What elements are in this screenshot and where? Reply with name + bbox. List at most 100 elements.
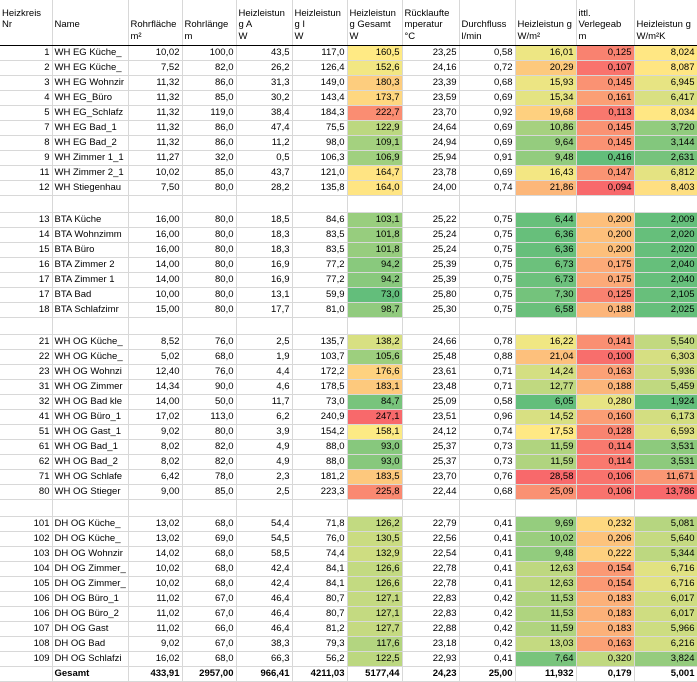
cell-nr[interactable]: 51 (0, 424, 53, 440)
cell-name[interactable]: WH Stiegenhau (52, 180, 129, 196)
cell-heizleistung-m2k[interactable]: 3,531 (634, 439, 697, 455)
cell-rohrlaenge[interactable]: 50,0 (182, 394, 237, 410)
cell-name[interactable]: WH OG Bad kle (52, 394, 129, 410)
cell-rohrflaeche[interactable]: 11,32 (128, 90, 183, 106)
empty-cell[interactable] (576, 195, 635, 213)
cell-rohrflaeche[interactable]: 9,02 (128, 424, 183, 440)
cell-rohrflaeche[interactable]: 11,27 (128, 150, 183, 166)
cell-name[interactable]: BTA Zimmer 2 (52, 257, 129, 273)
cell-heizleistung-a[interactable]: 2,5 (236, 334, 293, 350)
cell-rohrlaenge[interactable]: 90,0 (182, 379, 237, 395)
cell-name[interactable]: DH OG Schlafzi (52, 651, 129, 667)
cell-heizleistung-a[interactable]: 1,9 (236, 349, 293, 365)
cell-rohrlaenge[interactable]: 80,0 (182, 272, 237, 288)
cell-rohrflaeche[interactable]: 13,02 (128, 516, 183, 532)
cell-heizleistung-gesamt[interactable]: 130,5 (347, 531, 403, 547)
cell-heizleistung-m2[interactable]: 16,43 (515, 165, 577, 181)
cell-heizleistung-m2k[interactable]: 2,025 (634, 302, 697, 318)
cell-rohrflaeche[interactable]: 16,02 (128, 651, 183, 667)
cell-heizleistung-i[interactable]: 135,7 (292, 334, 348, 350)
cell-heizleistung-m2k[interactable]: 6,945 (634, 75, 697, 91)
cell-heizleistung-gesamt[interactable]: 94,2 (347, 257, 403, 273)
cell-name[interactable]: WH EG Bad_2 (52, 135, 129, 151)
cell-heizleistung-m2[interactable]: 28,58 (515, 469, 577, 485)
cell-rohrlaenge[interactable]: 66,0 (182, 621, 237, 637)
cell-durchfluss[interactable]: 0,71 (459, 379, 516, 395)
cell-nr[interactable]: 80 (0, 484, 53, 500)
empty-cell[interactable] (0, 317, 53, 335)
cell-nr[interactable]: 101 (0, 516, 53, 532)
empty-cell[interactable] (182, 317, 237, 335)
cell-rohrflaeche[interactable]: 12,40 (128, 364, 183, 380)
cell-heizleistung-m2[interactable]: 9,64 (515, 135, 577, 151)
cell-rohrlaenge[interactable]: 86,0 (182, 135, 237, 151)
cell-rohrflaeche[interactable]: 11,02 (128, 621, 183, 637)
cell-heizleistung-i[interactable]: 98,0 (292, 135, 348, 151)
cell-heizleistung-m2k[interactable]: 5,936 (634, 364, 697, 380)
cell-verlegeabstand[interactable]: 0,113 (576, 105, 635, 121)
cell-heizleistung-gesamt[interactable]: 93,0 (347, 454, 403, 470)
cell-heizleistung-m2k[interactable]: 5,540 (634, 334, 697, 350)
cell-name[interactable]: BTA Zimmer 1 (52, 272, 129, 288)
cell-heizleistung-m2[interactable]: 15,93 (515, 75, 577, 91)
cell-nr[interactable]: 103 (0, 546, 53, 562)
cell-heizleistung-gesamt[interactable]: 126,6 (347, 561, 403, 577)
cell-heizleistung-a[interactable]: 30,2 (236, 90, 293, 106)
cell-heizleistung-a[interactable]: 46,4 (236, 621, 293, 637)
cell-durchfluss[interactable]: 0,68 (459, 75, 516, 91)
unit-ruecklauftemperatur[interactable]: °C (402, 30, 460, 46)
cell-nr[interactable]: 61 (0, 439, 53, 455)
cell-heizleistung-gesamt[interactable]: 106,9 (347, 150, 403, 166)
cell-heizleistung-m2[interactable]: 9,48 (515, 150, 577, 166)
cell-heizleistung-i[interactable]: 143,4 (292, 90, 348, 106)
unit-verlegeabstand[interactable]: m (576, 30, 635, 46)
cell-heizleistung-m2[interactable]: 6,36 (515, 242, 577, 258)
cell-heizleistung-i[interactable]: 126,4 (292, 60, 348, 76)
cell-heizleistung-gesamt[interactable]: 173,7 (347, 90, 403, 106)
cell-heizleistung-gesamt[interactable]: 109,1 (347, 135, 403, 151)
cell-heizleistung-gesamt[interactable]: 164,0 (347, 180, 403, 196)
cell-heizleistung-gesamt[interactable]: 105,6 (347, 349, 403, 365)
cell-heizleistung-gesamt[interactable]: 84,7 (347, 394, 403, 410)
cell-heizleistung-i[interactable]: 106,3 (292, 150, 348, 166)
cell-heizleistung-m2k[interactable]: 8,403 (634, 180, 697, 196)
empty-cell[interactable] (0, 499, 53, 517)
cell-heizleistung-a[interactable]: 3,9 (236, 424, 293, 440)
unit-name[interactable] (52, 30, 129, 46)
cell-heizleistung-gesamt[interactable]: 225,8 (347, 484, 403, 500)
cell-nr[interactable]: 22 (0, 349, 53, 365)
cell-heizleistung-i[interactable]: 154,2 (292, 424, 348, 440)
empty-cell[interactable] (182, 499, 237, 517)
cell-rohrflaeche[interactable]: 10,02 (128, 45, 183, 61)
cell-rohrflaeche[interactable]: 6,42 (128, 469, 183, 485)
cell-heizleistung-i[interactable]: 81,0 (292, 302, 348, 318)
cell-name[interactable]: WH Zimmer 1_1 (52, 150, 129, 166)
empty-cell[interactable] (52, 195, 129, 213)
cell-verlegeabstand[interactable]: 0,145 (576, 75, 635, 91)
cell-heizleistung-i[interactable]: 117,0 (292, 45, 348, 61)
cell-rohrlaenge[interactable]: 76,0 (182, 364, 237, 380)
cell-rohrflaeche[interactable]: 9,00 (128, 484, 183, 500)
empty-cell[interactable] (576, 317, 635, 335)
cell-verlegeabstand[interactable]: 0,183 (576, 591, 635, 607)
cell-ruecklauftemperatur[interactable]: 22,83 (402, 606, 460, 622)
cell-heizleistung-m2[interactable]: 11,59 (515, 439, 577, 455)
cell-heizleistung-gesamt[interactable]: 158,1 (347, 424, 403, 440)
cell-heizleistung-gesamt[interactable]: 127,1 (347, 606, 403, 622)
cell-heizleistung-a[interactable]: 31,3 (236, 75, 293, 91)
cell-rohrflaeche[interactable]: 11,02 (128, 606, 183, 622)
empty-cell[interactable] (0, 195, 53, 213)
cell-heizleistung-m2k[interactable]: 6,216 (634, 636, 697, 652)
cell-verlegeabstand[interactable]: 0,154 (576, 576, 635, 592)
cell-heizleistung-a[interactable]: 18,3 (236, 227, 293, 243)
cell-rohrlaenge[interactable]: 82,0 (182, 60, 237, 76)
cell-heizleistung-a[interactable]: 43,5 (236, 45, 293, 61)
cell-name[interactable]: DH OG Zimmer_ (52, 561, 129, 577)
cell-heizleistung-i[interactable]: 77,2 (292, 257, 348, 273)
cell-heizleistung-i[interactable]: 103,7 (292, 349, 348, 365)
empty-cell[interactable] (292, 499, 348, 517)
cell-verlegeabstand[interactable]: 0,163 (576, 636, 635, 652)
header-heizleistung-i[interactable]: Heizleistun g I (292, 0, 348, 30)
cell-heizleistung-m2[interactable]: 6,58 (515, 302, 577, 318)
cell-durchfluss[interactable]: 0,42 (459, 636, 516, 652)
